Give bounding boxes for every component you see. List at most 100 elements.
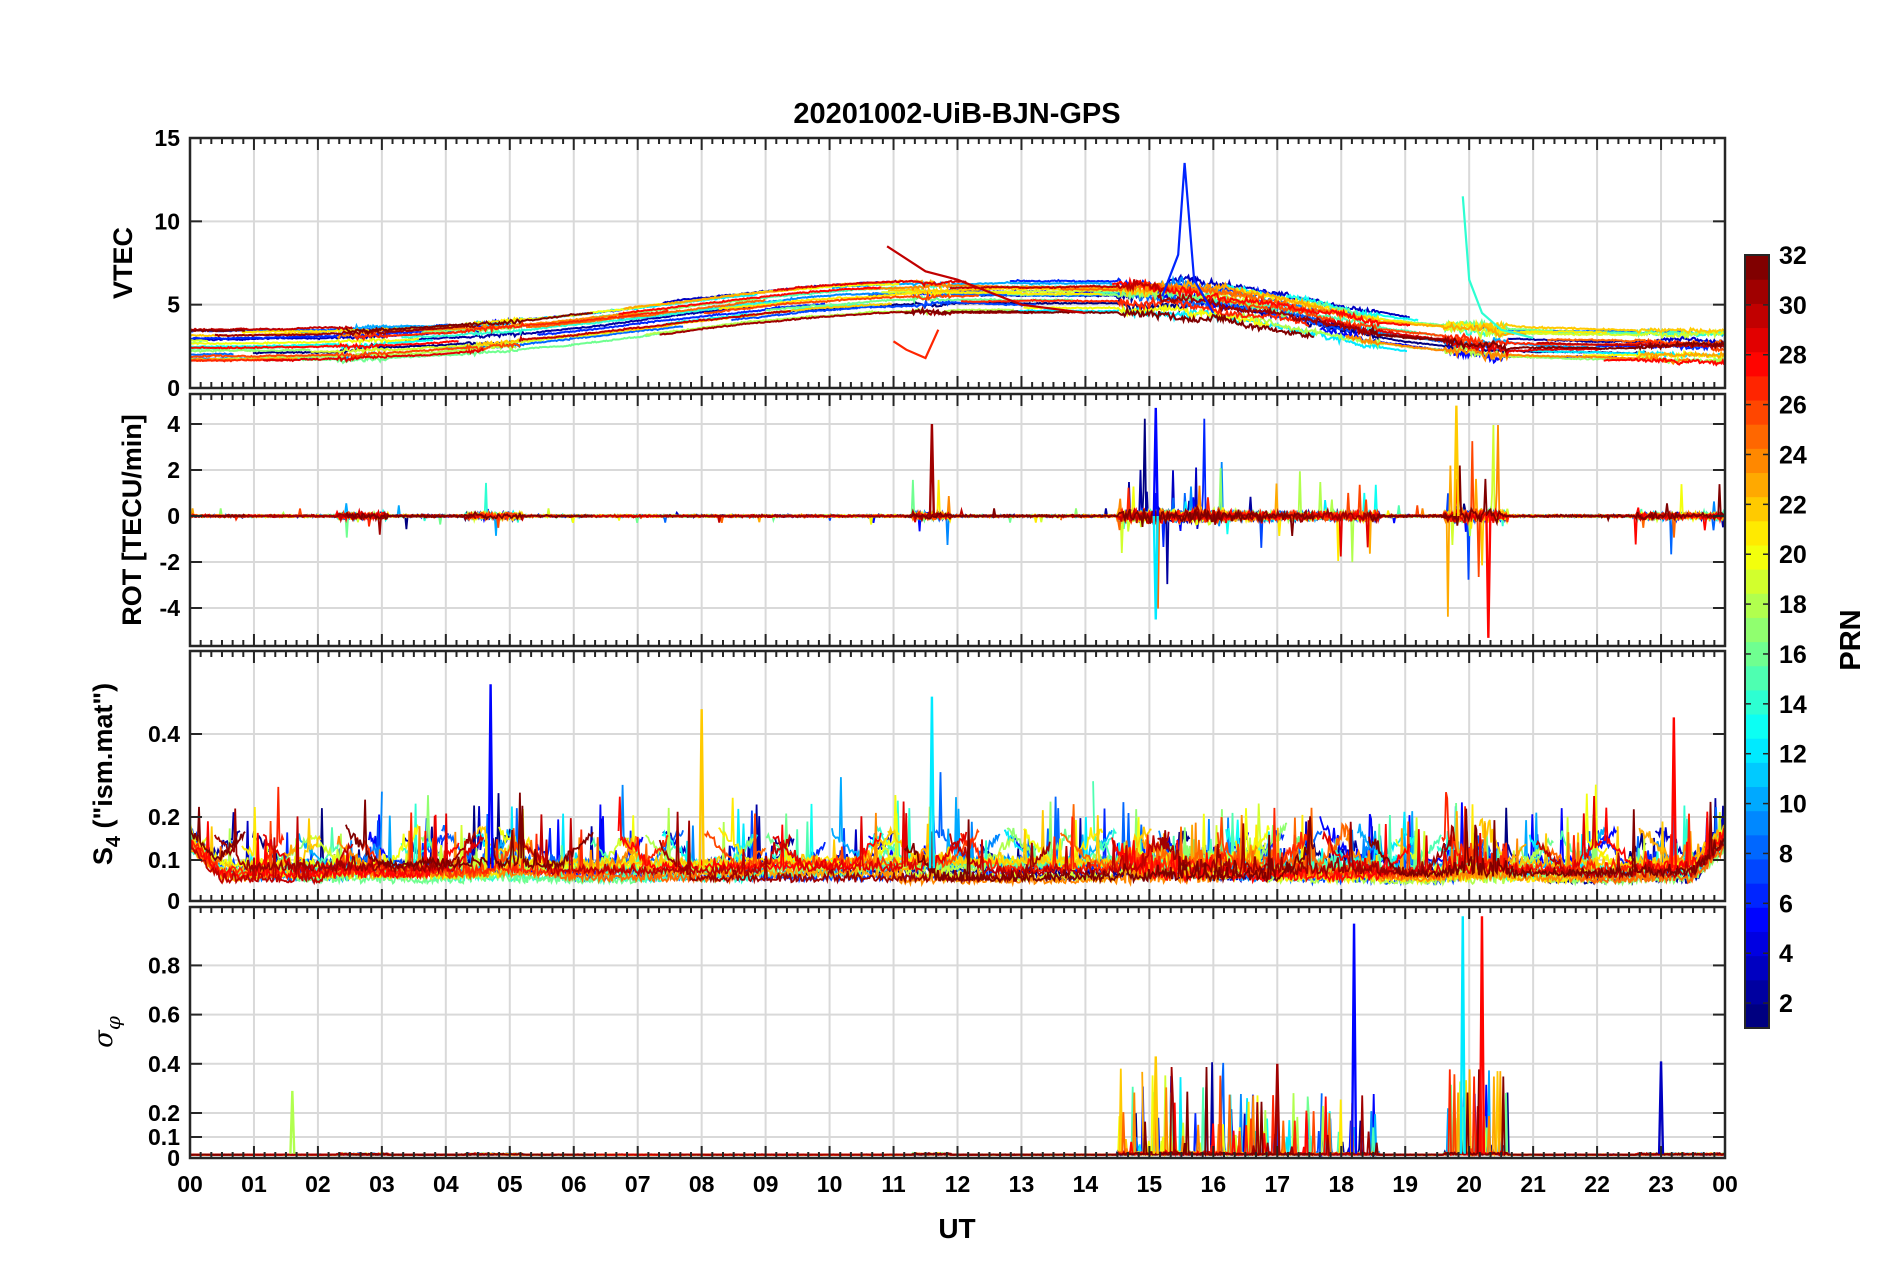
colorbar-band — [1745, 931, 1769, 957]
colorbar-tick-label: 12 — [1779, 741, 1807, 769]
peak-mark — [1152, 407, 1159, 517]
series-line-prn-31 — [213, 808, 477, 875]
colorbar-frame — [1744, 254, 1770, 1029]
axes-frame-s4 — [188, 649, 1727, 903]
series-line-prn-27 — [960, 295, 1310, 328]
colorbar-band — [1745, 255, 1769, 280]
series-line-prn-32 — [190, 806, 246, 862]
ylabel-vtec: VTEC — [108, 227, 138, 299]
series-line-prn-32 — [904, 506, 1315, 536]
panel-s4: 0 0.1 0.2 0.4 S4 ("ism.mat") — [88, 649, 1727, 914]
colorbar-band — [1745, 834, 1769, 860]
series-line-prn-32 — [1368, 324, 1725, 353]
colorbar-tick-label: 30 — [1779, 292, 1807, 320]
series-sample-prn-30 — [886, 245, 1086, 315]
xtick-label: 05 — [497, 1171, 523, 1197]
peak-mark — [1152, 515, 1159, 620]
peak-mark — [1670, 717, 1677, 869]
series-line-prn-20 — [190, 336, 420, 346]
colorbar-tick-label: 14 — [1779, 691, 1807, 719]
peak-mark — [1274, 1063, 1281, 1154]
series-line-prn-24 — [860, 1087, 1258, 1157]
series-line-prn-17 — [190, 348, 311, 354]
series-line-prn-30 — [518, 310, 791, 342]
grid-sigma-phi — [190, 907, 1725, 1159]
xtick-label: 22 — [1584, 1171, 1610, 1197]
series-line-prn-32 — [345, 311, 594, 336]
series-line-prn-32 — [1368, 465, 1725, 527]
colorbar-band — [1745, 1003, 1769, 1029]
series-line-prn-32 — [190, 328, 246, 333]
colorbar-bands — [1745, 255, 1769, 1029]
colorbar-tick-label: 28 — [1779, 342, 1807, 370]
colorbar-band — [1745, 907, 1769, 932]
series-line-prn-28 — [1111, 823, 1411, 885]
colorbar-band — [1745, 472, 1769, 498]
colorbar-band — [1745, 375, 1769, 401]
colorbar-band — [1745, 399, 1769, 425]
xaxis-label: UT — [938, 1213, 975, 1244]
axes-frame-vtec — [188, 136, 1727, 390]
chart-title: 20201002-UiB-BJN-GPS — [793, 98, 1120, 130]
colorbar-tick-label: 24 — [1779, 441, 1807, 469]
series-line-prn-32 — [345, 510, 594, 521]
colorbar-band — [1745, 858, 1769, 884]
series-line-prn-31 — [214, 510, 477, 535]
xtick-label: 07 — [625, 1171, 651, 1197]
colorbar-band — [1745, 762, 1769, 788]
series-line-prn-5 — [868, 1125, 1249, 1157]
series-sample-prn-14 — [1461, 196, 1534, 340]
series-line-prn-6 — [190, 328, 448, 341]
series-line-prn-6 — [537, 302, 826, 337]
series-line-prn-27 — [190, 786, 285, 876]
yaxis-vtec: 0 5 10 15 — [154, 125, 1726, 401]
xtick-label: 11 — [881, 1171, 906, 1197]
series-line-prn-19 — [190, 339, 209, 343]
series-s4 — [190, 684, 1725, 888]
colorbar-band — [1745, 810, 1769, 836]
xtick-label: 20 — [1456, 1171, 1482, 1197]
ytick-label: 0.2 — [148, 1100, 180, 1126]
colorbar-band — [1745, 738, 1769, 763]
series-line-prn-19 — [1395, 424, 1725, 546]
series-line-prn-32 — [1368, 801, 1725, 880]
series-line-prn-22 — [1478, 509, 1725, 566]
colorbar-band — [1745, 279, 1769, 304]
series-line-prn-28 — [618, 286, 882, 316]
series-line-prn-1 — [252, 340, 514, 355]
ytick-label: 4 — [167, 411, 180, 437]
colorbar-tick-label: 4 — [1779, 940, 1793, 968]
series-line-prn-26 — [1216, 441, 1484, 578]
axes-frame-sigma-phi — [188, 905, 1727, 1160]
series-line-prn-23 — [1638, 350, 1725, 360]
series-line-prn-25 — [1059, 506, 1352, 609]
series-line-prn-32 — [904, 305, 1315, 340]
colorbar-band — [1745, 448, 1769, 474]
series-line-prn-32 — [903, 816, 1315, 885]
series-line-prn-24 — [1345, 424, 1691, 525]
series-line-prn-10 — [297, 503, 511, 536]
series-line-prn-26 — [703, 291, 980, 315]
colorbar-band — [1745, 786, 1769, 812]
series-line-prn-26 — [1710, 345, 1725, 353]
series-line-prn-30 — [949, 831, 1170, 878]
peak-mark — [1459, 916, 1466, 1154]
colorbar-band — [1745, 544, 1769, 570]
colorbar-band — [1745, 424, 1769, 449]
series-line-prn-2 — [404, 300, 795, 342]
ylabel-sigma-phi: σφ — [89, 1016, 125, 1048]
series-line-prn-19 — [1395, 319, 1725, 341]
colorbar-band — [1745, 569, 1769, 594]
xtick-label: 23 — [1648, 1171, 1674, 1197]
series-line-prn-27 — [354, 309, 669, 342]
series-line-prn-25 — [1060, 278, 1353, 320]
xtick-label: 17 — [1264, 1171, 1290, 1197]
series-line-prn-28 — [1603, 807, 1725, 874]
series-sample-prn-6 — [1161, 162, 1215, 314]
peak-mark — [1453, 405, 1460, 517]
colorbar-band — [1745, 520, 1769, 546]
series-line-prn-8 — [440, 325, 684, 351]
axes-frame-rot — [188, 392, 1727, 648]
